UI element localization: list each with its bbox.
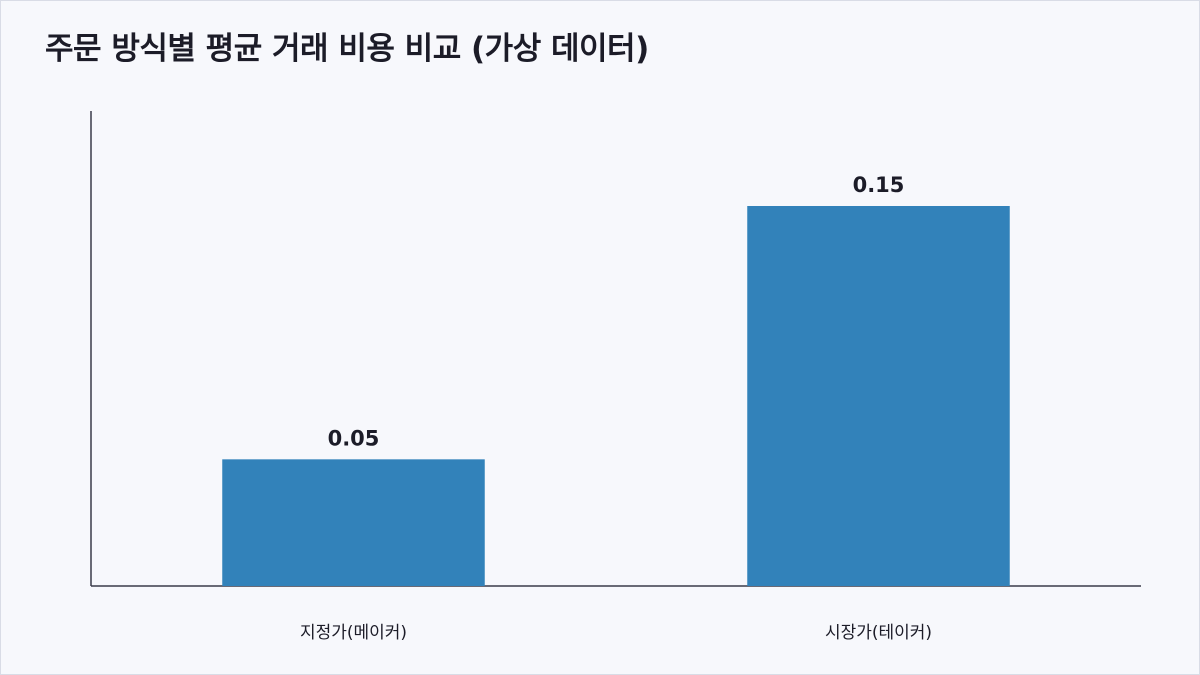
chart-title: 주문 방식별 평균 거래 비용 비교 (가상 데이터)	[45, 31, 649, 67]
x-tick-label-1: 지정가(메이커)	[300, 623, 407, 643]
bar-value-label-1: 0.05	[328, 426, 380, 450]
bar-value-label-2: 0.15	[853, 173, 905, 197]
bar-1	[222, 459, 485, 586]
x-tick-label-2: 시장가(테이커)	[825, 623, 932, 643]
bar-2	[747, 206, 1010, 586]
bars-group: 0.05 지정가(메이커) 0.15 시장가(테이커)	[222, 173, 1010, 643]
